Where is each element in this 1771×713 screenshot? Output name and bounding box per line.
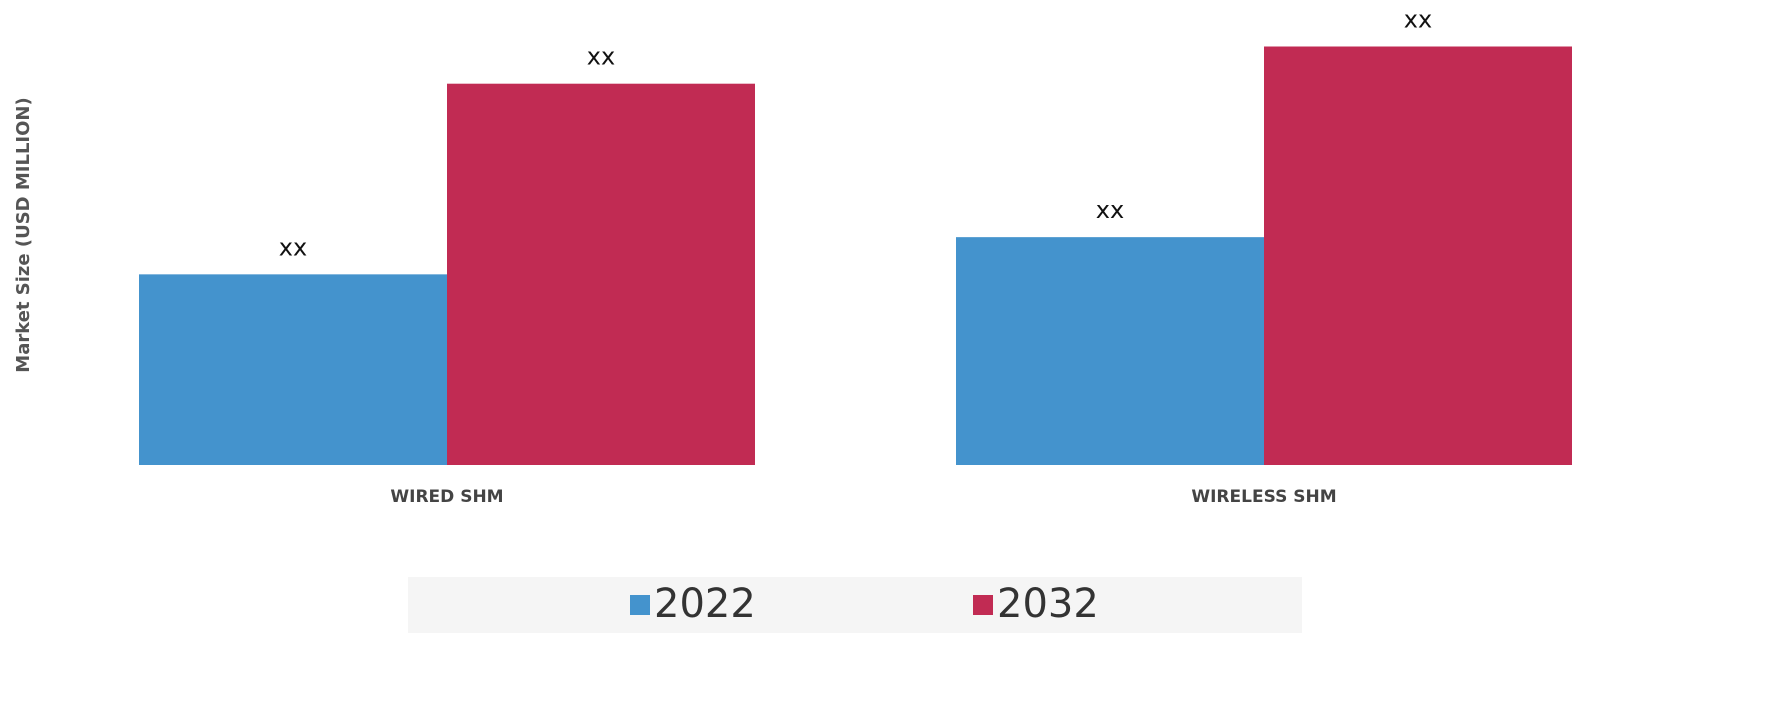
legend-label: 2032 bbox=[997, 581, 1099, 627]
legend-box bbox=[408, 577, 1302, 633]
x-tick-label: WIRED SHM bbox=[390, 487, 503, 507]
bar bbox=[1264, 46, 1572, 465]
value-label: xx bbox=[587, 43, 615, 71]
value-label: xx bbox=[279, 233, 307, 261]
legend-label: 2022 bbox=[654, 581, 756, 627]
y-axis-label: Market Size (USD MILLION) bbox=[13, 97, 34, 372]
x-tick-label: WIRELESS SHM bbox=[1191, 487, 1336, 507]
bar bbox=[956, 237, 1264, 465]
legend-swatch bbox=[973, 595, 993, 615]
legend-swatch bbox=[630, 595, 650, 615]
value-label: xx bbox=[1096, 196, 1124, 224]
bar bbox=[447, 83, 755, 465]
value-label: xx bbox=[1404, 6, 1432, 34]
bar bbox=[139, 274, 447, 465]
